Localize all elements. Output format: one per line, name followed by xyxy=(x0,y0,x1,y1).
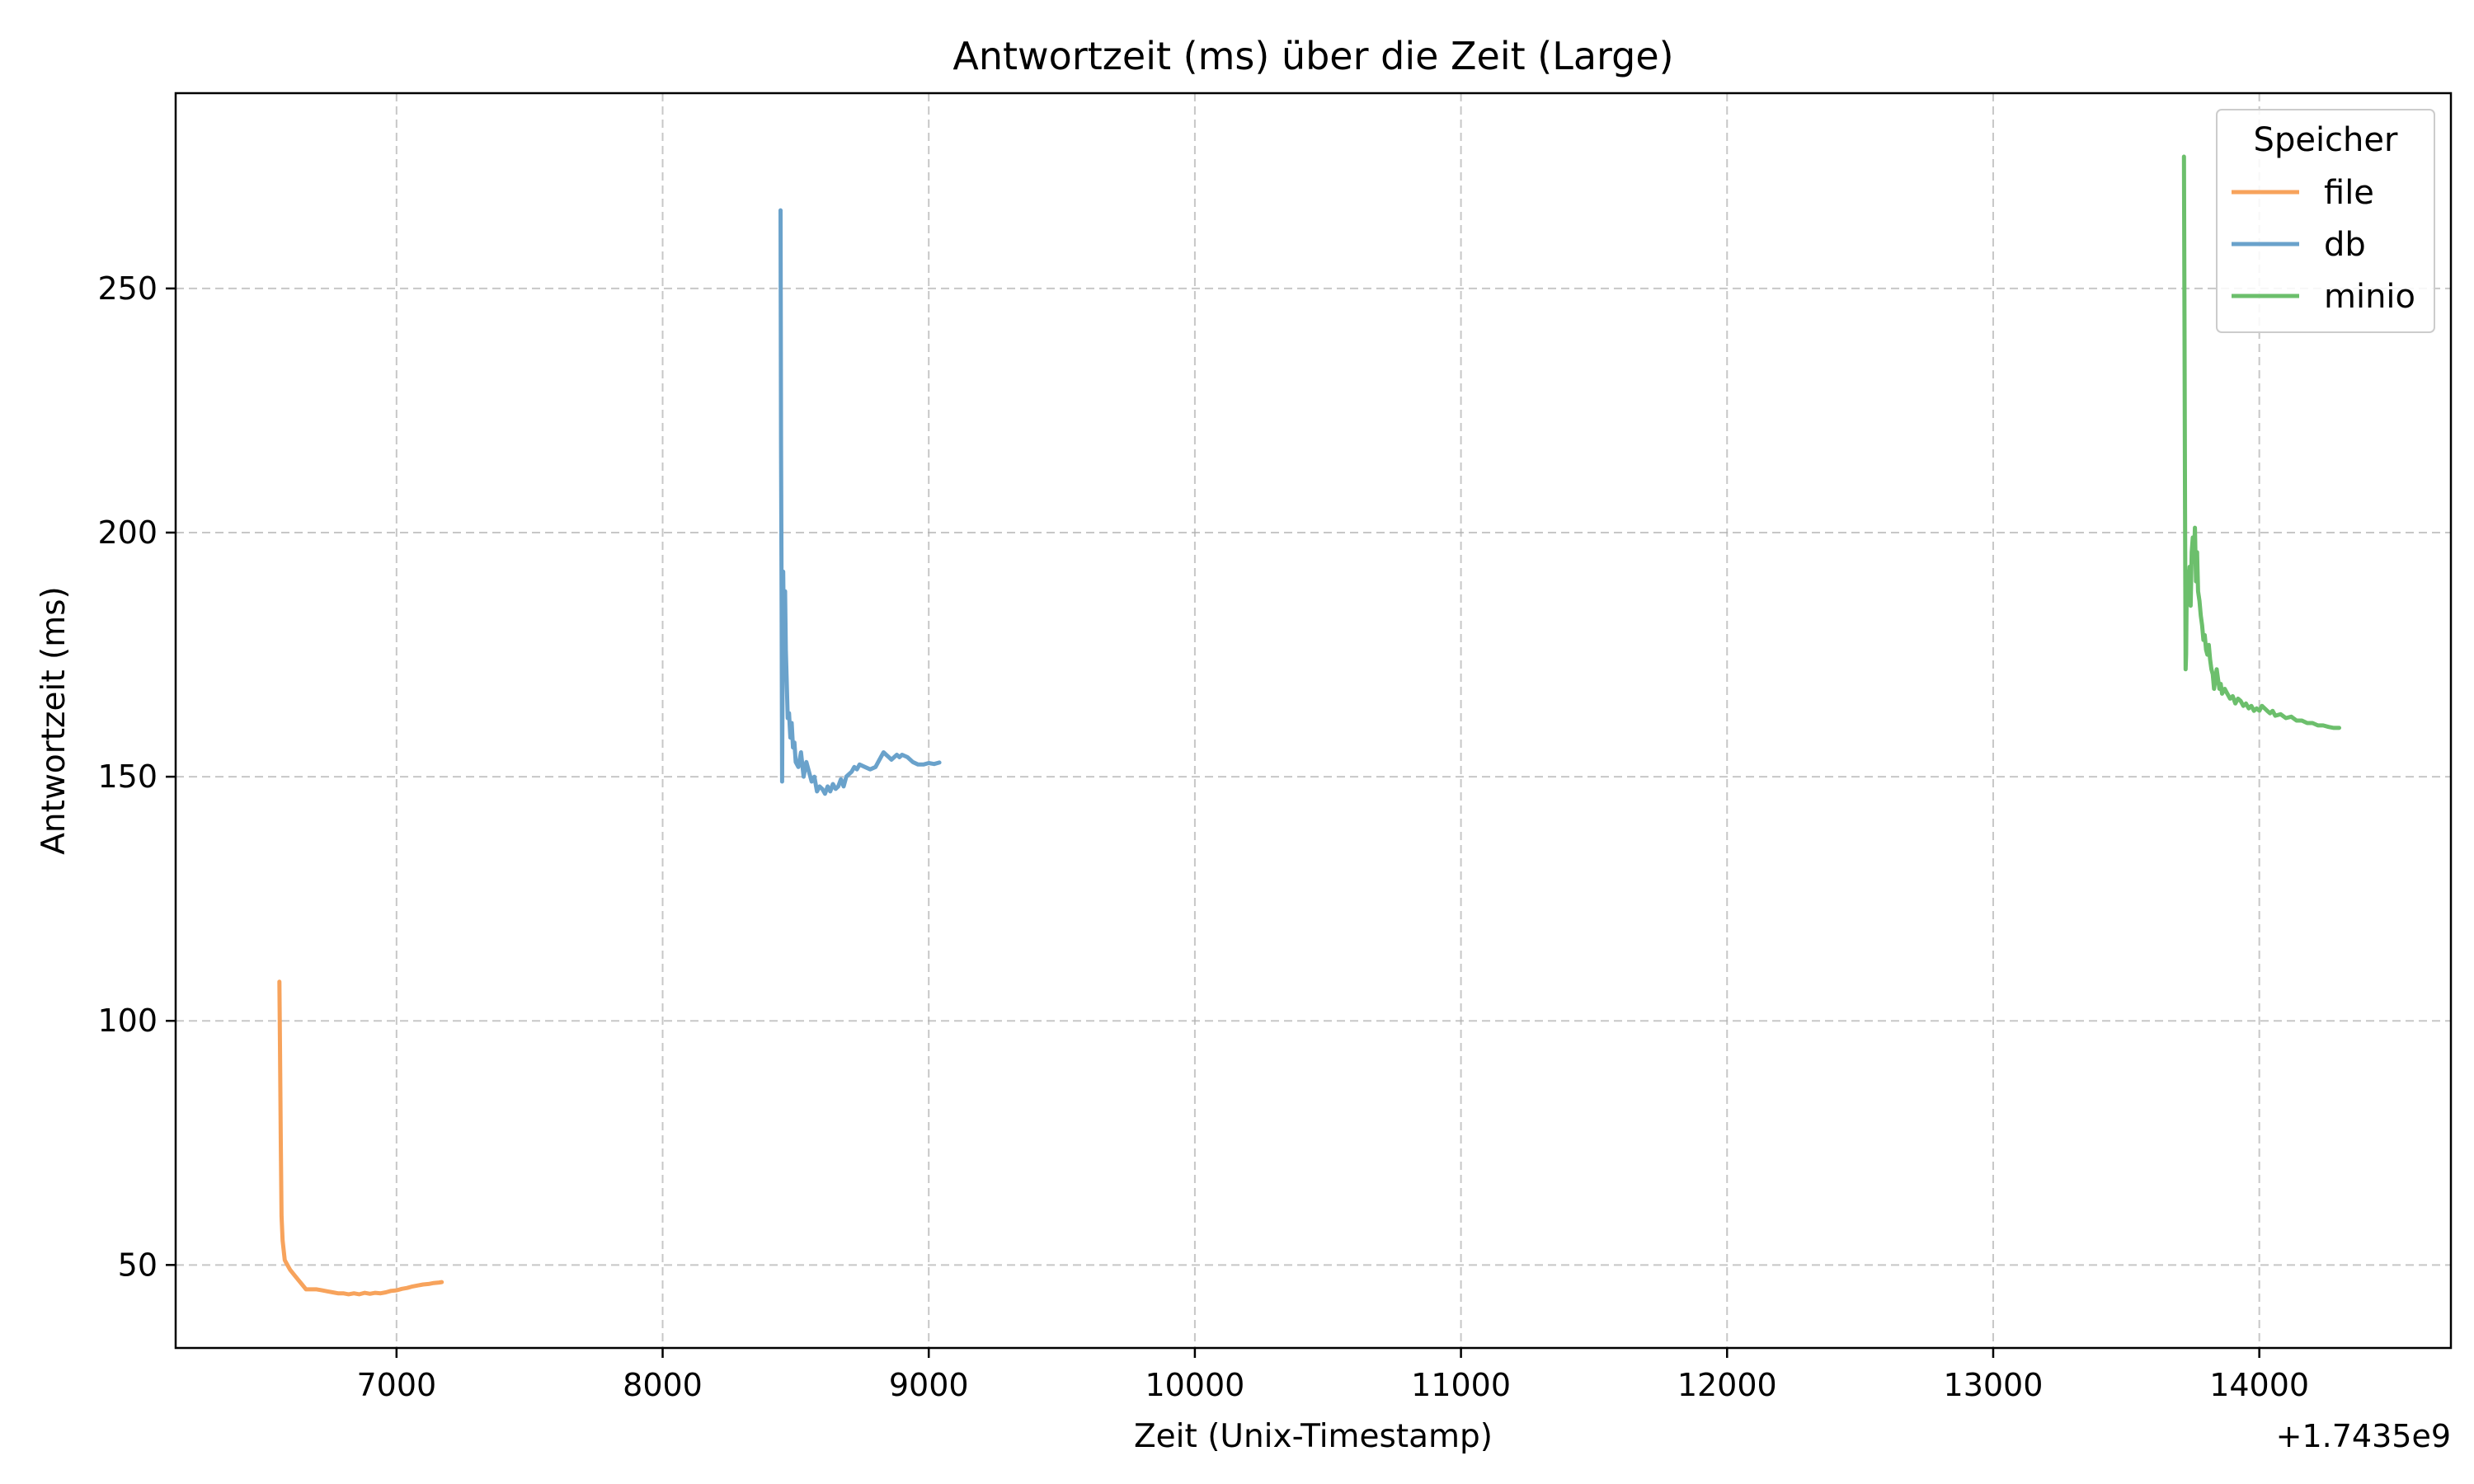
x-tick-label: 8000 xyxy=(623,1367,703,1403)
chart-title: Antwortzeit (ms) über die Zeit (Large) xyxy=(952,34,1673,78)
legend-title: Speicher xyxy=(2254,121,2398,159)
legend-label-minio: minio xyxy=(2324,278,2415,316)
x-tick-label: 9000 xyxy=(889,1367,969,1403)
grid xyxy=(176,93,2451,1348)
legend-label-db: db xyxy=(2324,226,2366,264)
series-line-minio xyxy=(2181,154,2341,730)
y-tick-label: 50 xyxy=(118,1247,158,1283)
series-line-db xyxy=(778,208,942,796)
y-tick-label: 250 xyxy=(97,270,158,307)
y-tick-label: 150 xyxy=(97,758,158,795)
legend: Speicher file db minio xyxy=(2216,109,2435,333)
x-axis-offset-label: +1.7435e9 xyxy=(2276,1418,2451,1454)
legend-box xyxy=(2216,109,2435,333)
series-lines xyxy=(277,154,2341,1297)
axis-ticks: 7000 8000 9000 10000 11000 12000 13000 14000 50 1… xyxy=(97,270,2309,1403)
x-tick-label: 7000 xyxy=(356,1367,436,1403)
legend-items: file db minio xyxy=(2232,174,2415,316)
y-axis-label: Antwortzeit (ms) xyxy=(35,586,73,855)
x-tick-label: 14000 xyxy=(2209,1367,2309,1403)
plot-area-frame xyxy=(174,92,2453,1350)
x-tick-label: 12000 xyxy=(1677,1367,1777,1403)
legend-label-file: file xyxy=(2324,174,2374,212)
x-axis-label: Zeit (Unix-Timestamp) xyxy=(1134,1418,1493,1455)
x-tick-label: 11000 xyxy=(1411,1367,1511,1403)
y-tick-label: 200 xyxy=(97,514,158,551)
x-tick-label: 10000 xyxy=(1145,1367,1244,1403)
x-tick-label: 13000 xyxy=(1944,1367,2044,1403)
series-line-file xyxy=(277,979,444,1297)
y-tick-label: 100 xyxy=(97,1003,158,1039)
